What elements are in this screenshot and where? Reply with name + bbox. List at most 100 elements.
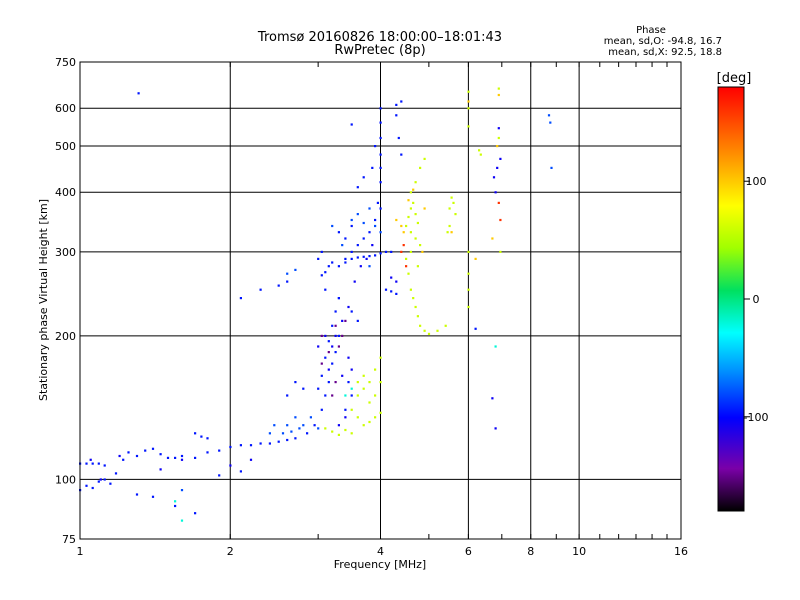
colorbar-label: [deg] bbox=[717, 71, 752, 86]
data-point bbox=[290, 430, 293, 433]
y-tick-label: 300 bbox=[55, 246, 76, 259]
data-point bbox=[379, 207, 382, 210]
data-point bbox=[286, 424, 289, 427]
data-point bbox=[400, 153, 403, 156]
data-point bbox=[350, 218, 353, 222]
data-point bbox=[350, 224, 353, 228]
data-point bbox=[281, 432, 285, 435]
data-point bbox=[421, 250, 424, 253]
data-point bbox=[85, 484, 88, 487]
data-point bbox=[350, 257, 353, 260]
data-point bbox=[379, 153, 382, 156]
data-point bbox=[347, 356, 350, 359]
data-point bbox=[414, 237, 417, 240]
data-point bbox=[344, 319, 347, 322]
data-point bbox=[239, 470, 242, 473]
data-point bbox=[356, 416, 359, 419]
data-point bbox=[467, 305, 470, 309]
data-point bbox=[85, 462, 88, 465]
data-point bbox=[448, 224, 451, 228]
plot-frame bbox=[79, 61, 682, 540]
data-point bbox=[362, 176, 365, 179]
data-point bbox=[362, 237, 365, 240]
data-point bbox=[494, 345, 497, 348]
data-point bbox=[395, 218, 398, 222]
data-point bbox=[200, 435, 203, 438]
data-point bbox=[350, 368, 353, 371]
data-point bbox=[409, 288, 412, 291]
data-point bbox=[320, 362, 323, 365]
data-point bbox=[324, 271, 327, 274]
data-point bbox=[412, 201, 415, 204]
data-point bbox=[356, 381, 359, 384]
data-point bbox=[423, 157, 426, 160]
data-point bbox=[374, 145, 377, 148]
data-point bbox=[474, 257, 477, 260]
data-point bbox=[294, 437, 297, 440]
data-point bbox=[414, 305, 417, 309]
data-point bbox=[384, 288, 388, 291]
data-point bbox=[313, 424, 316, 427]
data-point bbox=[327, 340, 330, 343]
data-point bbox=[344, 416, 347, 419]
data-point bbox=[356, 256, 359, 259]
data-point bbox=[414, 213, 417, 216]
stats-heading: Phase bbox=[636, 25, 666, 36]
data-point bbox=[416, 265, 419, 268]
data-point bbox=[467, 107, 470, 110]
data-point bbox=[341, 374, 344, 377]
data-point bbox=[194, 432, 197, 435]
data-point bbox=[350, 408, 353, 411]
data-point bbox=[379, 121, 382, 124]
data-point bbox=[334, 381, 337, 384]
data-point bbox=[497, 136, 500, 140]
data-point bbox=[402, 231, 405, 234]
data-point bbox=[374, 254, 377, 257]
data-point bbox=[395, 280, 398, 283]
y-tick-label: 100 bbox=[55, 473, 76, 486]
data-point bbox=[273, 424, 276, 427]
data-point bbox=[337, 334, 340, 337]
data-point bbox=[492, 176, 496, 179]
data-point bbox=[180, 519, 184, 522]
data-point bbox=[452, 201, 455, 204]
colorbar-ticks: -100 0 100 bbox=[744, 175, 769, 424]
stats-line-o: mean, sd,O: -94.8, 16.7 bbox=[604, 36, 722, 47]
data-points bbox=[79, 87, 553, 522]
data-point bbox=[444, 324, 447, 327]
data-point bbox=[547, 114, 551, 117]
data-point bbox=[362, 387, 365, 390]
chart-subtitle: RwPretec (8p) bbox=[334, 43, 425, 58]
data-point bbox=[334, 351, 337, 354]
data-point bbox=[499, 157, 502, 160]
data-point bbox=[324, 288, 327, 291]
data-point bbox=[277, 440, 280, 443]
stats-line-x: mean, sd,X: 92.5, 18.8 bbox=[608, 47, 722, 58]
data-point bbox=[446, 231, 449, 234]
data-point bbox=[341, 319, 344, 322]
data-point bbox=[337, 345, 340, 348]
data-point bbox=[268, 442, 271, 445]
data-point bbox=[135, 493, 139, 496]
data-point bbox=[356, 394, 359, 397]
data-point bbox=[419, 244, 422, 247]
data-point bbox=[379, 411, 382, 414]
data-point bbox=[350, 387, 353, 390]
data-point bbox=[99, 478, 102, 481]
data-point bbox=[409, 207, 412, 210]
data-point bbox=[379, 231, 382, 234]
data-point bbox=[350, 250, 353, 253]
data-point bbox=[344, 257, 347, 260]
data-point bbox=[416, 221, 419, 225]
data-point bbox=[390, 290, 393, 293]
data-point bbox=[337, 424, 340, 427]
data-point bbox=[374, 394, 377, 397]
data-point bbox=[206, 437, 209, 440]
data-point bbox=[350, 123, 353, 126]
plot-grid bbox=[79, 62, 682, 539]
y-tick-label: 75 bbox=[62, 533, 76, 546]
data-point bbox=[91, 486, 94, 490]
data-point bbox=[395, 292, 398, 295]
colorbar-tick-label: -100 bbox=[744, 411, 769, 424]
